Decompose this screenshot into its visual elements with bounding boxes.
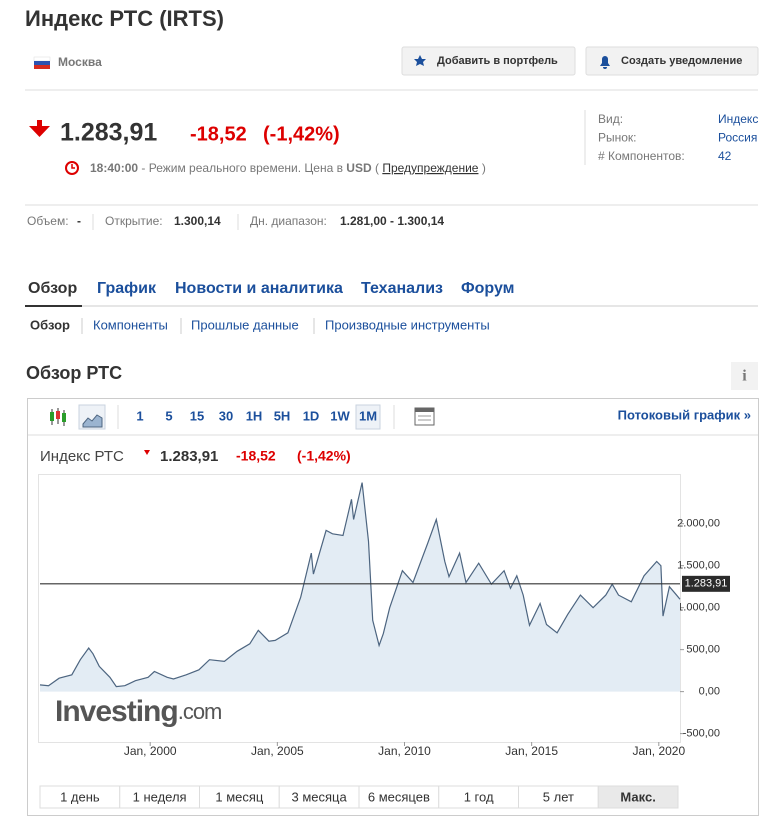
subtab[interactable]: Прошлые данные [191,317,299,332]
line [39,482,681,688]
candle-icon[interactable] [50,408,66,426]
range-label[interactable]: 1 неделя [133,789,187,804]
down-marker [144,450,150,455]
x-tick-label: Jan, 2015 [505,744,558,758]
currency: USD [346,161,372,175]
y-tick-label: 500,00 [686,644,720,656]
alert-button[interactable] [585,46,759,76]
current-price-box [682,575,730,592]
bell-icon [600,56,610,69]
range-label[interactable]: 5 лет [543,789,574,804]
y-tick-label: 1.000,00 [677,602,720,614]
tab[interactable]: Новости и аналитика [175,280,343,297]
info-label: # Компонентов: [598,149,685,163]
y-tick-label: 1.500,00 [677,560,720,572]
interval[interactable]: 5 [165,408,172,423]
down-arrow [29,120,50,137]
flag [33,56,51,69]
x-tick-label: Jan, 2000 [124,744,177,758]
interval[interactable]: 1D [303,408,320,423]
chart-title: Индекс РТС [40,448,124,465]
active-interval [355,404,381,430]
star-icon [414,55,426,66]
info-value[interactable]: Россия [718,131,757,145]
info-label: Рынок: [598,131,637,145]
portfolio-button[interactable] [401,46,576,76]
plot-frame [38,474,681,743]
range-button[interactable] [597,785,679,809]
stat-value: - [77,214,81,228]
location: Москва [58,55,102,69]
tab[interactable]: Обзор [28,280,77,297]
chart-change-pct: (-1,42%) [297,448,351,464]
watermark-brand: Investing [55,695,178,728]
y-tick-label: -500,00 [683,728,720,740]
subtab[interactable]: Обзор [30,317,70,332]
change-pct: (-1,42%) [263,123,340,145]
range-label[interactable]: 3 месяца [292,789,348,804]
info-label: Вид: [598,112,623,126]
current-price-label: 1.283,91 [685,578,728,590]
stat-label: Объем: [27,214,69,228]
interval[interactable]: 1 [136,408,143,423]
y-tick-label: 0,00 [699,686,720,698]
info-icon[interactable]: i [742,368,747,385]
area [40,482,680,692]
change: -18,52 [190,123,247,145]
chart-change: -18,52 [236,448,276,464]
stat-value: 1.300,14 [174,214,221,228]
tab[interactable]: Форум [461,280,515,297]
range-label[interactable]: 1 год [464,789,494,804]
button-label[interactable]: Создать уведомление [621,55,742,67]
range-label[interactable]: 1 день [60,789,100,804]
price: 1.283,91 [60,119,157,147]
time: 18:40:00 [90,161,138,175]
stat-label: Открытие: [105,214,163,228]
warning-link[interactable]: Предупреждение [382,161,478,175]
paren: ) [482,161,486,175]
interval[interactable]: 30 [219,408,233,423]
line-chart-icon [82,414,103,428]
watermark: Investing.com [55,695,221,728]
interval[interactable]: 1H [246,408,263,423]
section-title: Обзор РТС [26,363,122,383]
y-tick-label: 2.000,00 [677,518,720,530]
button-label[interactable]: Добавить в портфель [437,55,558,67]
x-tick-label: Jan, 2005 [251,744,304,758]
status: - Режим реального времени. Цена в [141,161,343,175]
stat-value: 1.281,00 - 1.300,14 [340,214,444,228]
chart-price: 1.283,91 [160,448,218,465]
page-title: Индекс РТС (IRTS) [25,6,224,31]
interval[interactable]: 1W [330,408,350,423]
info-button[interactable] [731,362,758,390]
range-label[interactable]: Макс. [620,789,655,804]
streaming-link[interactable]: Потоковый график » [618,407,751,422]
x-tick-label: Jan, 2020 [632,744,685,758]
clock-icon [65,161,79,175]
interval[interactable]: 1M [359,408,377,423]
interval[interactable]: 5H [274,408,291,423]
subtab[interactable]: Производные инструменты [325,317,490,332]
stat-label: Дн. диапазон: [250,214,327,228]
watermark-domain: .com [178,699,222,724]
range-label[interactable]: 6 месяцев [368,789,430,804]
interval[interactable]: 15 [190,408,204,423]
calendar-icon[interactable] [414,407,435,426]
x-tick-label: Jan, 2010 [378,744,431,758]
tab[interactable]: График [97,280,157,297]
range-label[interactable]: 1 месяц [215,789,264,804]
subtab[interactable]: Компоненты [93,317,168,332]
info-value: 42 [718,149,732,163]
info-value[interactable]: Индекс [718,112,758,126]
status-line: 18:40:00 - Режим реального времени. Цена… [90,161,486,175]
paren: ( [375,161,379,175]
tab[interactable]: Теханализ [361,280,443,297]
